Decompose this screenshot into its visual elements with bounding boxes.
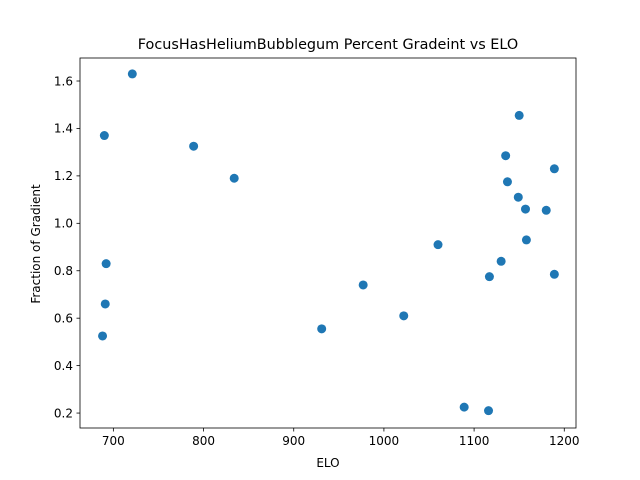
data-point <box>541 205 551 215</box>
data-point <box>399 311 409 321</box>
data-point <box>317 324 327 334</box>
data-point <box>229 173 239 183</box>
data-point <box>513 192 523 202</box>
x-tick-label: 1100 <box>459 434 490 448</box>
data-point <box>100 299 110 309</box>
y-tick-label: 1.4 <box>54 122 73 136</box>
plot-area: 700 800 900 1000 1100 1200 0.2 0.4 0.6 0.8 1.0 1.2 1… <box>54 57 580 448</box>
x-tick-label: 900 <box>282 434 305 448</box>
data-point <box>127 69 137 79</box>
x-tick-label: 1200 <box>549 434 580 448</box>
y-tick-label: 1.2 <box>54 169 73 183</box>
x-tick-label: 700 <box>102 434 125 448</box>
y-tick-label: 1.0 <box>54 217 73 231</box>
data-point <box>484 406 494 416</box>
data-point <box>502 177 512 187</box>
x-tick-label: 800 <box>192 434 215 448</box>
data-point <box>484 272 494 282</box>
data-point <box>514 110 524 120</box>
data-point <box>520 204 530 214</box>
data-point <box>99 131 109 141</box>
x-axis-title: ELO <box>316 456 339 470</box>
data-point <box>521 235 531 245</box>
y-axis-title: Fraction of Gradient <box>29 184 43 304</box>
y-tick-label: 1.6 <box>54 74 73 88</box>
axes-frame <box>79 57 577 429</box>
y-tick-label: 0.8 <box>54 264 73 278</box>
data-point <box>549 269 559 279</box>
y-tick-label: 0.2 <box>54 406 73 420</box>
y-tick-label: 0.6 <box>54 311 73 325</box>
data-point <box>501 151 511 161</box>
data-point <box>433 240 443 250</box>
data-point <box>189 141 199 151</box>
chart-title: FocusHasHeliumBubblegum Percent Gradeint… <box>138 37 518 53</box>
data-point <box>101 259 111 269</box>
data-point <box>459 402 469 412</box>
data-point <box>98 331 108 341</box>
x-tick-label: 1000 <box>369 434 400 448</box>
data-point <box>549 164 559 174</box>
data-point <box>358 280 368 290</box>
data-point <box>496 256 506 266</box>
y-tick-label: 0.4 <box>54 359 73 373</box>
